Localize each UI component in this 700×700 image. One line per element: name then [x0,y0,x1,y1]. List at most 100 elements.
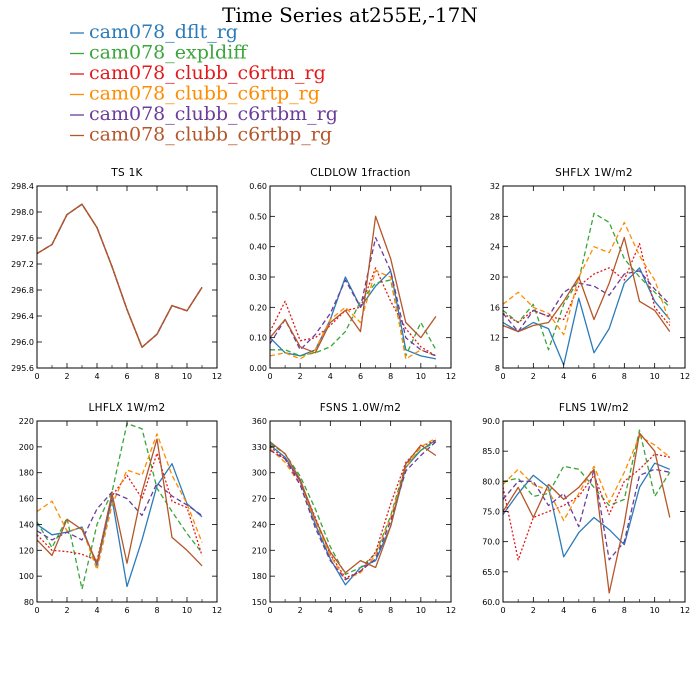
plot-frame [36,420,218,603]
panel-5: FLNS 1W/m2 0 2 4 6 8 10 12 60.0 65.0 70.0 75.0 80.0 8… [482,402,690,615]
y-tick-label: 120 [19,546,34,555]
x-tick-label: 0 [500,606,505,615]
y-tick-label: 295.6 [11,364,34,373]
x-tick-label: 10 [416,372,426,381]
series-line-4 [37,482,203,541]
y-tick-label: 20 [490,273,500,282]
y-tick-label: 330 [252,443,267,452]
x-tick-label: 10 [650,372,660,381]
series-line-0 [503,462,671,558]
series-line-5 [37,438,203,567]
y-tick-label: 75.0 [482,508,500,517]
series-line-4 [270,236,437,357]
x-tick-label: 4 [561,606,566,615]
series-group [37,422,203,590]
y-tick-label: 298.0 [11,208,34,217]
series-line-5 [503,432,671,594]
x-tick-label: 10 [416,606,426,615]
x-tick-label: 2 [64,606,69,615]
x-tick-label: 4 [328,372,333,381]
x-tick-label: 12 [212,372,222,381]
y-tick-label: 80 [24,598,34,607]
x-tick-label: 8 [388,606,393,615]
y-tick-label: 16 [490,303,500,312]
y-tick-label: 296.4 [11,312,34,321]
series-line-5 [503,236,671,333]
series-line-2 [270,267,437,357]
y-tick-label: 180 [19,469,34,478]
series-line-2 [37,452,203,562]
x-tick-label: 8 [154,606,159,615]
legend-entry: cam078_dflt_rg [89,21,238,43]
y-tick-label: 70.0 [482,538,500,547]
y-tick-label: 240 [252,520,267,529]
y-tick-label: 297.2 [11,260,34,269]
x-tick-label: 2 [531,372,536,381]
x-tick-label: 6 [124,606,129,615]
y-tick-label: 28 [490,212,500,221]
y-tick-label: 0.10 [249,334,267,343]
y-tick-label: 8 [495,364,500,373]
series-line-0 [503,267,671,366]
series-line-3 [37,433,203,571]
x-tick-label: 12 [446,606,456,615]
x-tick-label: 8 [622,372,627,381]
y-tick-label: 160 [19,495,34,504]
y-tick-label: 65.0 [482,568,500,577]
panel-0: TS 1K 0 2 4 6 8 10 12 295.6 296.0 296.4 296.8 297.2 2… [11,167,222,381]
legend-entry: cam078_clubb_c6rtbp_rg [89,124,332,146]
y-tick-label: 0.00 [249,364,267,373]
series-group [503,429,671,594]
panel-title: SHFLX 1W/m2 [555,167,633,179]
x-tick-label: 6 [591,372,596,381]
series-line-5 [270,441,437,574]
y-tick-label: 298.4 [11,182,34,191]
series-line-4 [503,270,671,333]
y-tick-label: 0.50 [249,212,267,221]
series-line-3 [503,221,671,336]
panels: TS 1K0 2 4 6 8 10 12295.6296.0296.4296.8297.22… [11,167,690,615]
y-tick-label: 80.0 [482,477,500,486]
y-tick-label: 100 [19,572,34,581]
x-tick-label: 2 [298,606,303,615]
x-tick-label: 12 [680,606,690,615]
series-group [270,437,437,586]
x-tick-label: 10 [182,372,192,381]
x-tick-label: 4 [561,372,566,381]
series-line-3 [270,270,437,360]
x-tick-label: 12 [212,606,222,615]
x-tick-label: 6 [124,372,129,381]
x-tick-label: 0 [267,606,272,615]
legend-entry: cam078_expldiff [89,42,248,64]
x-tick-label: 6 [591,606,596,615]
series-line-1 [37,422,203,590]
x-tick-label: 0 [500,372,505,381]
x-tick-label: 4 [94,606,99,615]
panel-1: CLDLOW 1fraction 0 2 4 6 8 10 12 0.00 0.10 0.20 0.3… [249,167,456,381]
y-tick-label: 150 [252,598,267,607]
y-tick-label: 24 [490,243,500,252]
y-tick-label: 270 [252,495,267,504]
y-tick-label: 60.0 [482,598,500,607]
series-line-5 [37,203,203,348]
x-tick-label: 0 [34,606,39,615]
y-tick-label: 12 [490,334,500,343]
series-group [270,215,437,360]
panel-title: CLDLOW 1fraction [310,167,411,179]
y-tick-label: 360 [252,417,267,426]
x-tick-label: 0 [34,372,39,381]
y-tick-label: 297.6 [11,234,34,243]
x-tick-label: 8 [154,372,159,381]
figure-title: Time Series at255E,-17N [222,3,478,27]
panel-title: FLNS 1W/m2 [559,402,629,414]
panel-title: LHFLX 1W/m2 [89,402,166,414]
series-line-3 [503,435,671,522]
x-tick-label: 8 [388,372,393,381]
panel-title: FSNS 1.0W/m2 [320,402,402,414]
y-tick-label: 90.0 [482,417,500,426]
series-line-1 [503,212,671,351]
panel-4: FSNS 1.0W/m2 0 2 4 6 8 10 12 150 180 210 240 270 300 3… [252,402,456,615]
x-tick-label: 10 [650,606,660,615]
x-tick-label: 2 [531,606,536,615]
